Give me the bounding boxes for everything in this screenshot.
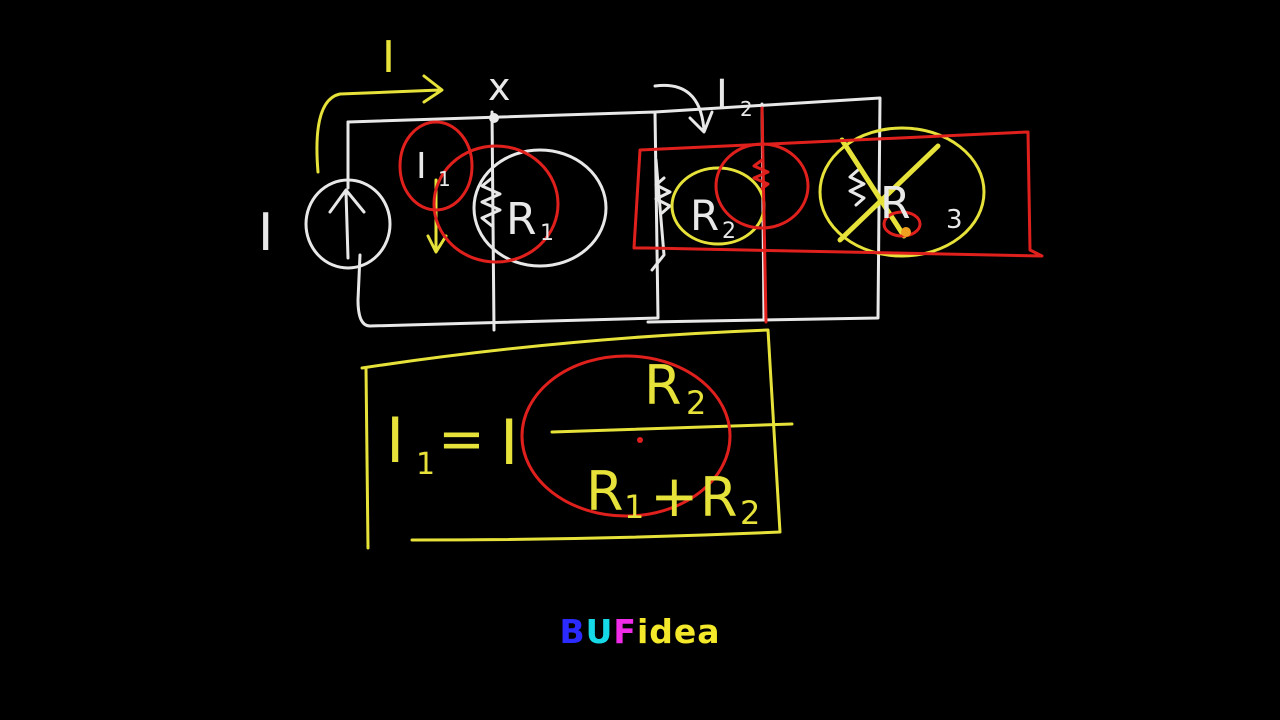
formula-denominator-r1-subscript: 1 [624,488,644,526]
r1-zigzag [480,176,502,228]
formula-denominator-r2: R [700,466,738,529]
current-divider-formula: I 1 = I R 2 R 1 + R 2 [386,354,760,532]
i2-label: I [716,72,728,118]
r2-label: R [690,191,719,240]
r3-orange-dot [901,227,911,237]
i1-subscript: 1 [438,167,451,191]
r3-subscript: 3 [946,205,963,235]
r2-zigzag [654,176,672,215]
diagram-labels: I x I I 1 I 2 R 1 R 2 R 3 [258,32,963,263]
current-source-circle [304,178,392,270]
fraction-red-circle [520,354,732,518]
red-annotations [398,106,1044,518]
formula-numerator: R [644,354,682,417]
cursor-dot [637,437,643,443]
r1-label: R [506,194,537,245]
arrow-to-i2 [653,83,714,134]
r1-red-circle [432,144,560,264]
source-current-label: I [258,203,273,263]
node-x-dot [489,113,499,123]
i1-red-circle [398,120,474,212]
r2-subscript: 2 [722,219,736,244]
formula-denominator-r2-subscript: 2 [740,494,760,532]
r1-subscript: 1 [540,221,554,246]
i1-label: I [416,146,427,187]
right-branch-red-line [760,106,768,324]
current-source [304,178,392,270]
logo-word-idea: idea [636,612,721,651]
r3-yellow-circle [818,126,986,258]
bracket-left-right-block [650,158,666,272]
formula-plus: + [650,462,699,530]
r3-cross-out [837,137,941,243]
formula-denominator-r1: R [586,460,624,523]
parallel-group-box [632,130,1044,258]
current-source-arrow [328,188,366,260]
r3-label: R [880,178,911,229]
formula-equals: = [438,407,485,472]
top-current-label: I [382,32,395,83]
logo-letter-u: U [585,612,614,651]
white-annotations [472,148,608,268]
i2-subscript: 2 [740,97,753,121]
formula-numerator-subscript: 2 [686,384,706,422]
left-loop-wire [346,110,660,328]
middle-branch-wire [490,110,496,332]
resistor-symbols [480,158,866,228]
bufidea-logo: BUFidea [0,612,1280,651]
formula-lhs-subscript: 1 [416,447,435,482]
node-x-label: x [488,65,511,109]
formula-multiplier: I [500,406,518,479]
r3-small-red-circle [882,210,922,238]
r1-highlight-ellipse [472,148,608,268]
fraction-bar [550,422,794,434]
logo-letter-b: B [559,612,586,651]
r3-zigzag [848,168,866,207]
formula-lhs: I [386,404,404,477]
formula-box [360,328,782,550]
logo-letter-f: F [613,612,637,651]
top-current-arrow [315,74,444,174]
i2-zigzag [752,158,770,192]
